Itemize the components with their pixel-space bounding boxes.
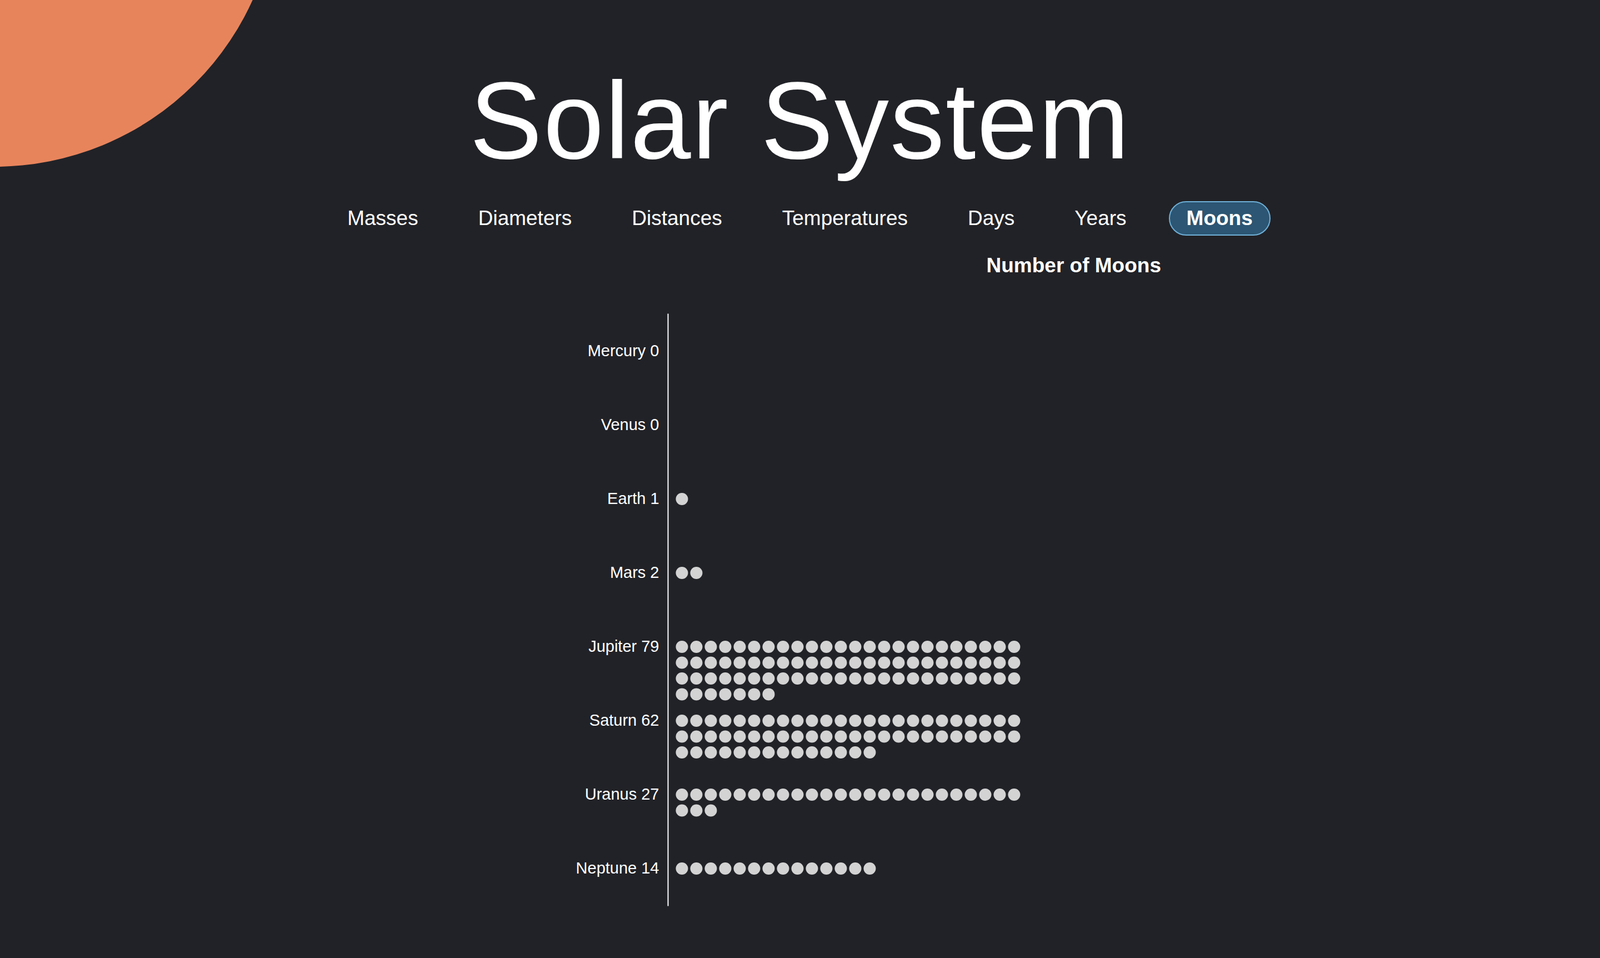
html-text:Years: Years <box>1074 206 1127 230</box>
html-text:Moons: Moons <box>1186 206 1253 230</box>
svg-text:Neptune 14: Neptune 14 <box>576 858 660 877</box>
svg-text:Earth 1: Earth 1 <box>607 489 659 508</box>
html-text:Number of Moons: Number of Moons <box>986 253 1162 277</box>
svg-text:Uranus 27: Uranus 27 <box>585 785 660 803</box>
html-text:Diameters: Diameters <box>478 206 572 230</box>
html-text:Solar System: Solar System <box>469 60 1131 182</box>
html-text:Temperatures: Temperatures <box>782 206 908 230</box>
svg-text:Mercury 0: Mercury 0 <box>587 341 660 360</box>
html-text:Days: Days <box>967 206 1015 230</box>
html-text:Masses: Masses <box>347 206 419 230</box>
svg-text:Jupiter 79: Jupiter 79 <box>588 637 659 655</box>
html-text:Distances: Distances <box>631 206 723 230</box>
svg-text:Venus 0: Venus 0 <box>601 415 660 434</box>
svg-text:Saturn 62: Saturn 62 <box>589 711 660 729</box>
svg-text:Mars 2: Mars 2 <box>610 563 660 582</box>
